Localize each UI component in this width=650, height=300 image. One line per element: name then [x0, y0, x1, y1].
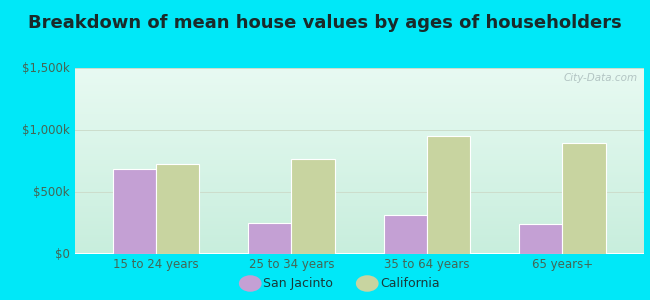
Bar: [156, 164, 200, 254]
Bar: [519, 224, 562, 254]
Bar: [562, 143, 606, 254]
Text: Breakdown of mean house values by ages of householders: Breakdown of mean house values by ages o…: [28, 14, 622, 32]
Text: California: California: [380, 277, 440, 290]
Text: San Jacinto: San Jacinto: [263, 277, 333, 290]
Bar: [248, 223, 291, 254]
Text: City-Data.com: City-Data.com: [564, 73, 638, 83]
Bar: [427, 136, 470, 254]
Bar: [291, 159, 335, 254]
Bar: [384, 215, 427, 254]
Bar: [112, 169, 156, 254]
